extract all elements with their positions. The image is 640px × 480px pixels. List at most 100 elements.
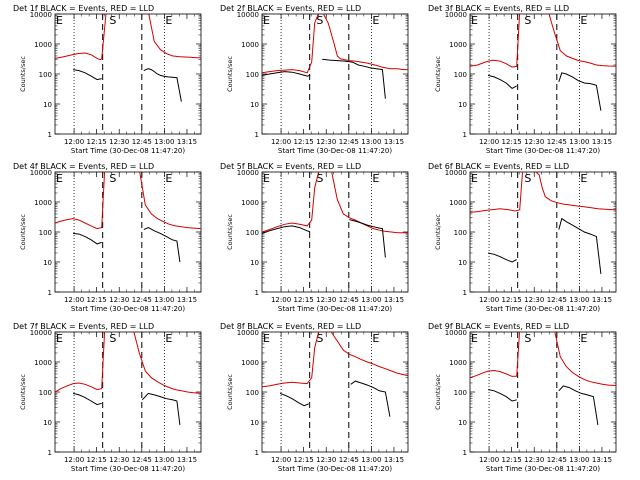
y-tick-label: 1000: [34, 41, 52, 49]
interval-marker: E: [471, 332, 478, 345]
x-tick-label: 12:30: [109, 296, 129, 304]
events-series-line: [487, 252, 517, 263]
y-axis-label: Counts/sec: [434, 56, 442, 92]
events-series-line: [143, 227, 181, 263]
x-tick-label: 13:15: [384, 456, 404, 464]
interval-marker: S: [316, 172, 323, 185]
plot-frame: [261, 13, 409, 135]
x-tick-label: 12:15: [87, 456, 107, 464]
x-tick-label: 13:00: [154, 138, 174, 146]
y-axis-label: Counts/sec: [226, 374, 234, 410]
panel-title: Det 3f BLACK = Events, RED = LLD: [428, 4, 569, 13]
events-series-line: [73, 232, 102, 245]
events-series-line: [141, 392, 181, 425]
y-tick-label: 100: [454, 389, 467, 397]
y-tick-label: 100: [39, 229, 52, 237]
x-tick-label: 12:30: [316, 138, 336, 146]
lld-series-line: [470, 332, 616, 386]
interval-marker: E: [56, 172, 63, 185]
y-tick-label: 10: [43, 101, 52, 109]
x-tick-label: 12:00: [479, 296, 499, 304]
x-tick-label: 12:00: [271, 296, 291, 304]
y-tick-label: 1: [463, 289, 467, 297]
y-tick-label: 1000: [241, 359, 259, 367]
panel-title: Det 7f BLACK = Events, RED = LLD: [13, 322, 154, 331]
y-tick-label: 1: [48, 449, 52, 457]
y-tick-label: 10: [458, 259, 467, 267]
y-tick-label: 100: [39, 389, 52, 397]
x-tick-label: 12:15: [502, 138, 522, 146]
interval-marker: E: [263, 14, 270, 27]
panel-title: Det 6f BLACK = Events, RED = LLD: [428, 162, 569, 171]
y-tick-label: 100: [454, 71, 467, 79]
plot-frame: [54, 331, 202, 453]
panel-det-3: Det 3f BLACK = Events, RED = LLD 1 10 100 10…: [428, 4, 617, 155]
panel-title: Det 5f BLACK = Events, RED = LLD: [220, 162, 361, 171]
x-tick-label: 13:15: [177, 456, 197, 464]
events-series-line: [558, 217, 602, 274]
y-tick-label: 1: [48, 289, 52, 297]
x-tick-label: 12:30: [524, 296, 544, 304]
lld-series-line: [55, 332, 201, 394]
x-tick-label: 12:00: [271, 456, 291, 464]
x-tick-label: 12:45: [339, 296, 359, 304]
y-axis-label: Counts/sec: [226, 56, 234, 92]
events-series-line: [350, 380, 391, 417]
plot-frame: [469, 331, 617, 453]
x-tick-label: 12:15: [502, 456, 522, 464]
events-series-line: [279, 392, 309, 407]
interval-marker: E: [56, 14, 63, 27]
x-tick-label: 12:00: [64, 296, 84, 304]
events-series-line: [322, 58, 386, 99]
x-tick-label: 13:15: [384, 296, 404, 304]
x-tick-label: 12:00: [271, 138, 291, 146]
interval-marker: E: [471, 172, 478, 185]
x-axis-label: Start Time (30-Dec-08 11:47:20): [278, 147, 392, 155]
y-tick-label: 1000: [449, 41, 467, 49]
y-tick-label: 10: [43, 419, 52, 427]
y-tick-label: 1000: [449, 359, 467, 367]
y-tick-label: 1: [463, 131, 467, 139]
y-tick-label: 10: [250, 259, 259, 267]
y-axis-label: Counts/sec: [226, 214, 234, 250]
y-tick-label: 1000: [34, 359, 52, 367]
events-series-line: [487, 74, 517, 90]
y-tick-label: 10000: [445, 329, 467, 337]
y-tick-label: 100: [39, 71, 52, 79]
y-tick-label: 10: [250, 101, 259, 109]
interval-marker: E: [165, 14, 172, 27]
y-tick-label: 10000: [237, 11, 259, 19]
lld-series-line: [262, 14, 408, 74]
x-tick-label: 13:00: [154, 456, 174, 464]
events-series-line: [73, 69, 102, 81]
panel-det-7: Det 7f BLACK = Events, RED = LLD 1 10 100 10…: [13, 322, 202, 473]
x-tick-label: 13:00: [569, 138, 589, 146]
x-tick-label: 13:00: [569, 296, 589, 304]
plot-frame: [469, 13, 617, 135]
x-tick-label: 12:00: [64, 138, 84, 146]
x-tick-label: 12:15: [87, 138, 107, 146]
x-tick-label: 13:15: [592, 138, 612, 146]
interval-marker: E: [372, 172, 379, 185]
x-tick-label: 12:45: [547, 296, 567, 304]
x-axis-label: Start Time (30-Dec-08 11:47:20): [486, 305, 600, 313]
interval-marker: E: [372, 332, 379, 345]
y-tick-label: 10000: [30, 329, 52, 337]
y-tick-label: 100: [454, 229, 467, 237]
interval-marker: E: [165, 172, 172, 185]
x-tick-label: 12:30: [109, 456, 129, 464]
interval-marker: S: [524, 172, 531, 185]
x-tick-label: 13:15: [177, 138, 197, 146]
y-axis-label: Counts/sec: [19, 374, 27, 410]
x-axis-label: Start Time (30-Dec-08 11:47:20): [486, 465, 600, 473]
y-tick-label: 10000: [30, 169, 52, 177]
x-tick-label: 13:00: [569, 456, 589, 464]
y-axis-label: Counts/sec: [434, 374, 442, 410]
interval-marker: E: [580, 172, 587, 185]
y-tick-label: 10000: [237, 329, 259, 337]
y-tick-label: 1000: [34, 199, 52, 207]
y-tick-label: 10000: [445, 11, 467, 19]
x-axis-label: Start Time (30-Dec-08 11:47:20): [486, 147, 600, 155]
lld-series-line: [262, 172, 408, 234]
y-tick-label: 1: [255, 289, 259, 297]
